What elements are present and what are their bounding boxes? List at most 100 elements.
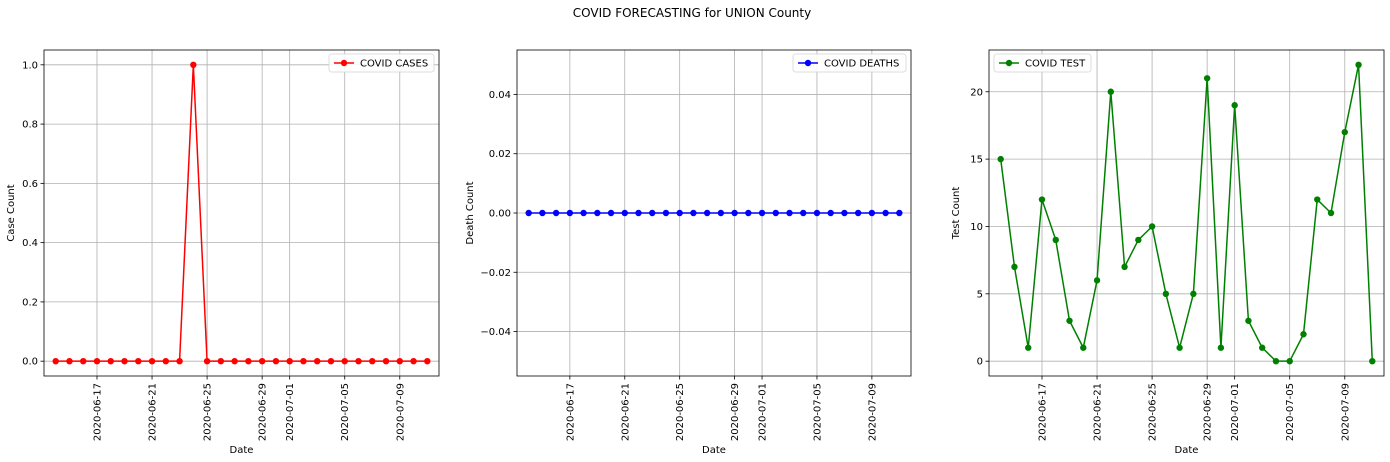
data-point [135,357,142,365]
data-point [621,209,628,217]
x-axis-label: Date [230,445,254,456]
legend-label: COVID TEST [1025,59,1086,70]
x-tick-label: 2020-06-17 [565,383,576,441]
x-tick-label: 2020-06-25 [1148,383,1159,441]
series-line [55,64,428,362]
y-tick-label: 0.04 [489,90,511,101]
data-point [1272,357,1280,365]
data-point [649,209,656,217]
data-point [341,357,348,365]
data-point [300,357,307,365]
figure-title: COVID FORECASTING for UNION County [573,6,811,20]
x-tick-label: 2020-07-05 [812,383,823,441]
data-point [703,209,711,217]
data-point [327,357,335,365]
data-point [1135,236,1142,244]
data-point [745,209,752,217]
data-point [382,357,390,365]
x-tick-label: 2020-06-29 [730,383,741,441]
data-point [1314,196,1321,203]
data-point [107,357,114,365]
data-point [580,209,587,217]
data-point [369,357,376,365]
data-point [1217,344,1225,351]
chart-panel-2: 2020-06-17 2020-06-21 2020-06-25 2020-06-29… [465,49,912,456]
data-point [731,209,738,217]
data-point [1176,344,1183,351]
data-point [1093,277,1101,284]
legend-box [328,53,435,73]
x-tick-label: 2020-06-21 [148,383,159,441]
legend-marker [340,59,348,67]
x-tick-label: 2020-07-01 [1230,383,1241,441]
data-point [868,209,876,217]
y-tick-label: 0.8 [22,120,38,131]
data-point [1190,290,1197,298]
data-point [258,357,266,365]
legend-box [993,53,1092,73]
data-point [882,209,889,217]
data-point [231,357,238,365]
data-point [758,209,766,217]
legend: COVID DEATHS [792,53,907,73]
data-point [313,357,321,365]
data-point [841,209,848,217]
data-point [594,209,601,217]
data-point [190,61,197,69]
x-axis-label: Date [702,445,726,456]
data-point [66,357,73,365]
data-point [424,357,431,365]
x-tick-label: 2020-07-05 [340,383,351,441]
y-tick-label: 1.0 [22,60,38,71]
data-point [676,209,683,217]
data-point [525,209,532,217]
x-tick-label: 2020-06-17 [1037,383,1048,441]
x-tick-label: 2020-07-01 [758,383,769,441]
data-point [1080,344,1087,351]
y-axis-label: Case Count [6,184,17,241]
y-tick-label: 0 [977,357,983,368]
x-tick-label: 2020-06-21 [620,383,631,441]
data-point [1341,128,1348,136]
x-tick-label: 2020-06-21 [1093,383,1104,441]
data-point [1066,317,1073,324]
data-point [1162,290,1170,298]
y-tick-label: 0.6 [22,179,38,190]
data-point [52,357,59,365]
data-point [176,357,183,365]
data-point [539,209,546,217]
x-tick-label: 2020-06-25 [675,383,686,441]
x-tick-label: 2020-07-09 [1340,383,1351,441]
data-point [286,357,293,365]
data-point [1258,344,1266,351]
data-point [772,209,779,217]
y-tick-label: −0.02 [480,268,511,279]
data-point [552,209,560,217]
data-point [1107,88,1115,95]
data-point [1025,344,1032,351]
legend: COVID CASES [328,53,435,73]
data-point [607,209,615,217]
y-tick-label: 0.00 [489,209,511,220]
axes-frame [516,49,912,377]
axes-frame [988,49,1385,377]
data-point [1245,317,1252,324]
x-tick-label: 2020-07-09 [395,383,406,441]
data-point [717,209,725,217]
data-point [997,155,1004,163]
data-point [786,209,793,217]
data-point [813,209,821,217]
y-tick-label: 15 [970,155,983,166]
series-line [999,64,1374,362]
data-point [1286,357,1293,365]
y-tick-label: 0.0 [22,357,38,368]
data-point [1038,196,1046,203]
data-point [690,209,697,217]
y-tick-label: 0.4 [22,238,38,249]
data-point [1231,102,1238,109]
data-point [566,209,574,217]
legend-box [792,53,907,73]
data-point [1121,263,1128,271]
data-point [1369,357,1376,365]
